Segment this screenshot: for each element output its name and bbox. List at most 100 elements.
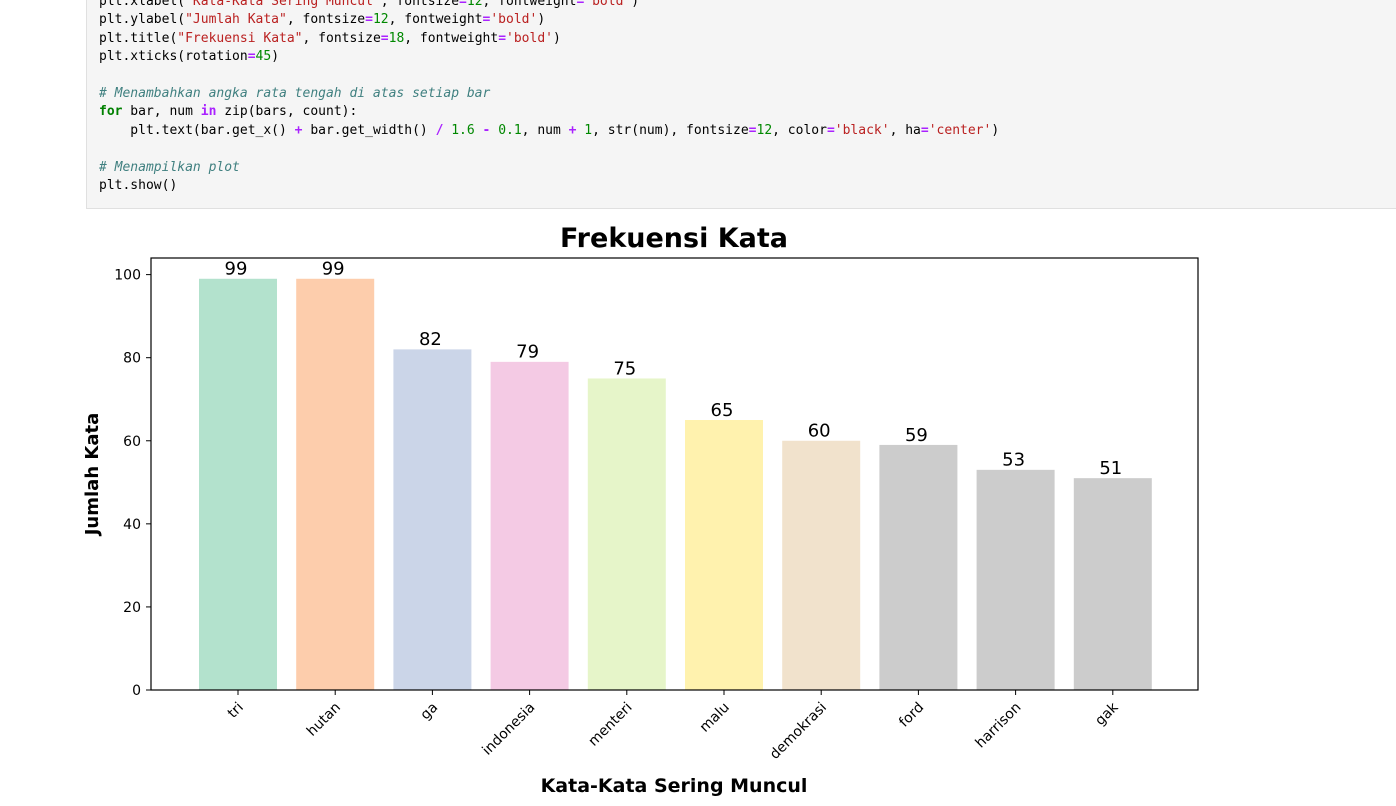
code-token: bar.get_width(): [302, 122, 436, 138]
y-tick-label: 40: [123, 517, 141, 533]
code-line: plt.xlabel("Kata-Kata Sering Muncul", fo…: [99, 0, 999, 11]
bar-ford: [879, 444, 958, 690]
code-token: , fontweight: [482, 0, 577, 9]
code-token: 1: [584, 122, 593, 138]
value-label: 51: [1099, 458, 1122, 479]
code-token: 12: [372, 12, 389, 28]
code-token: , ha: [889, 122, 921, 138]
code-token: plt.title(: [99, 30, 178, 46]
code-line: plt.text(bar.get_x() + bar.get_width() /…: [99, 122, 999, 140]
bar-menteri: [587, 378, 666, 690]
code-token: =: [365, 12, 373, 28]
code-editor[interactable]: plt.xlabel("Kata-Kata Sering Muncul", fo…: [99, 0, 999, 195]
code-token: plt.xticks(rotation: [99, 49, 248, 65]
code-token: # Menambahkan angka rata tengah di atas …: [99, 85, 491, 101]
x-axis: tri hutan ga indonesia menteri malu demokrasi f…: [225, 690, 1122, 763]
code-token: =: [482, 12, 491, 28]
code-line: plt.ylabel("Jumlah Kata", fontsize=12, f…: [99, 11, 999, 29]
code-token: [475, 123, 483, 138]
code-token: 'bold': [584, 0, 632, 9]
axes-frame: [150, 257, 1199, 691]
y-tick-label: 80: [123, 351, 141, 367]
code-cell[interactable]: plt.xlabel("Kata-Kata Sering Muncul", fo…: [86, 0, 1396, 209]
code-token: =: [826, 122, 835, 138]
x-tick-label: demokrasi: [767, 700, 830, 763]
code-token: ): [537, 12, 546, 28]
bar-indonesia: [490, 361, 569, 690]
code-token: 45: [255, 49, 272, 65]
code-token: 'black': [834, 122, 890, 138]
code-token: 'center': [928, 122, 992, 138]
y-tick-label: 20: [123, 600, 141, 616]
bar-tri: [199, 278, 277, 690]
x-tick-label: hutan: [304, 700, 344, 740]
code-token: 12: [756, 122, 773, 138]
code-token: 'bold': [506, 30, 553, 46]
code-token: =: [576, 0, 585, 9]
code-token: =: [380, 30, 389, 46]
code-line: # Menampilkan plot: [99, 159, 999, 177]
y-tick-label: 0: [132, 683, 141, 699]
code-line: plt.show(): [99, 177, 999, 195]
code-token: ): [271, 49, 280, 65]
code-line: # Menambahkan angka rata tengah di atas …: [99, 85, 999, 103]
code-token: +: [568, 122, 577, 138]
bars-group: [199, 278, 1152, 690]
code-token: , fontweight: [404, 30, 499, 46]
code-token: [490, 123, 498, 138]
code-token: , str(num), fontsize: [592, 122, 749, 138]
code-line: plt.title("Frekuensi Kata", fontsize=18,…: [99, 30, 999, 48]
value-labels-group: 99 99 82 79 75 65 60 59 53 51: [225, 259, 1123, 479]
value-label: 65: [711, 400, 734, 421]
value-label: 99: [225, 259, 248, 280]
code-token: , fontsize: [380, 0, 460, 9]
code-token: "Jumlah Kata": [185, 12, 287, 28]
code-token: =: [748, 122, 757, 138]
code-token: bar, num: [122, 104, 201, 120]
chart-title: Frekuensi Kata: [560, 223, 788, 254]
bar-demokrasi: [782, 440, 861, 690]
code-token: +: [294, 122, 303, 138]
bar-chart: Frekuensi Kata 99 99 82 79 75 65 60 59 53 51 0 20 4…: [82, 223, 1199, 797]
x-tick-label: tri: [225, 700, 247, 722]
code-token: , color: [772, 122, 827, 138]
code-line: [99, 67, 999, 85]
x-tick-label: ford: [896, 700, 927, 731]
code-token: ): [991, 122, 1000, 138]
code-token: 1.6: [451, 122, 475, 138]
bar-ga: [393, 349, 472, 690]
code-line: [99, 140, 999, 158]
code-token: -: [482, 122, 491, 138]
x-tick-label: malu: [697, 700, 733, 736]
x-tick-label: harrison: [973, 700, 1025, 752]
code-token: plt.show(): [99, 177, 178, 193]
y-axis-label: Jumlah Kata: [82, 413, 103, 538]
code-token: zip(bars, count):: [216, 104, 358, 120]
value-label: 60: [808, 421, 831, 442]
value-label: 79: [516, 342, 539, 363]
code-line: for bar, num in zip(bars, count):: [99, 103, 999, 121]
code-token: 0.1: [498, 122, 522, 138]
code-token: plt.text(bar.get_x(): [99, 122, 295, 138]
code-token: , num: [521, 122, 569, 138]
code-token: 'bold': [490, 12, 538, 28]
code-token: plt.ylabel(: [99, 12, 186, 28]
bar-harrison: [976, 469, 1055, 690]
code-token: =: [498, 30, 507, 46]
x-axis-label: Kata-Kata Sering Muncul: [541, 775, 808, 797]
x-tick-label: indonesia: [479, 700, 538, 759]
code-token: ): [553, 30, 561, 46]
code-token: 12: [466, 0, 483, 9]
value-label: 59: [905, 425, 928, 446]
code-token: for: [99, 104, 123, 120]
bar-gak: [1073, 478, 1152, 690]
chart-output: Frekuensi Kata 99 99 82 79 75 65 60 59 53 51 0 20 4…: [0, 210, 1396, 802]
code-token: , fontsize: [286, 12, 366, 28]
y-tick-label: 100: [114, 268, 141, 284]
code-token: "Kata-Kata Sering Muncul": [185, 0, 381, 9]
y-tick-label: 60: [123, 434, 141, 450]
value-label: 99: [322, 259, 345, 280]
x-tick-label: gak: [1092, 699, 1122, 729]
code-token: plt.xlabel(: [99, 0, 186, 9]
code-token: 18: [388, 30, 405, 46]
